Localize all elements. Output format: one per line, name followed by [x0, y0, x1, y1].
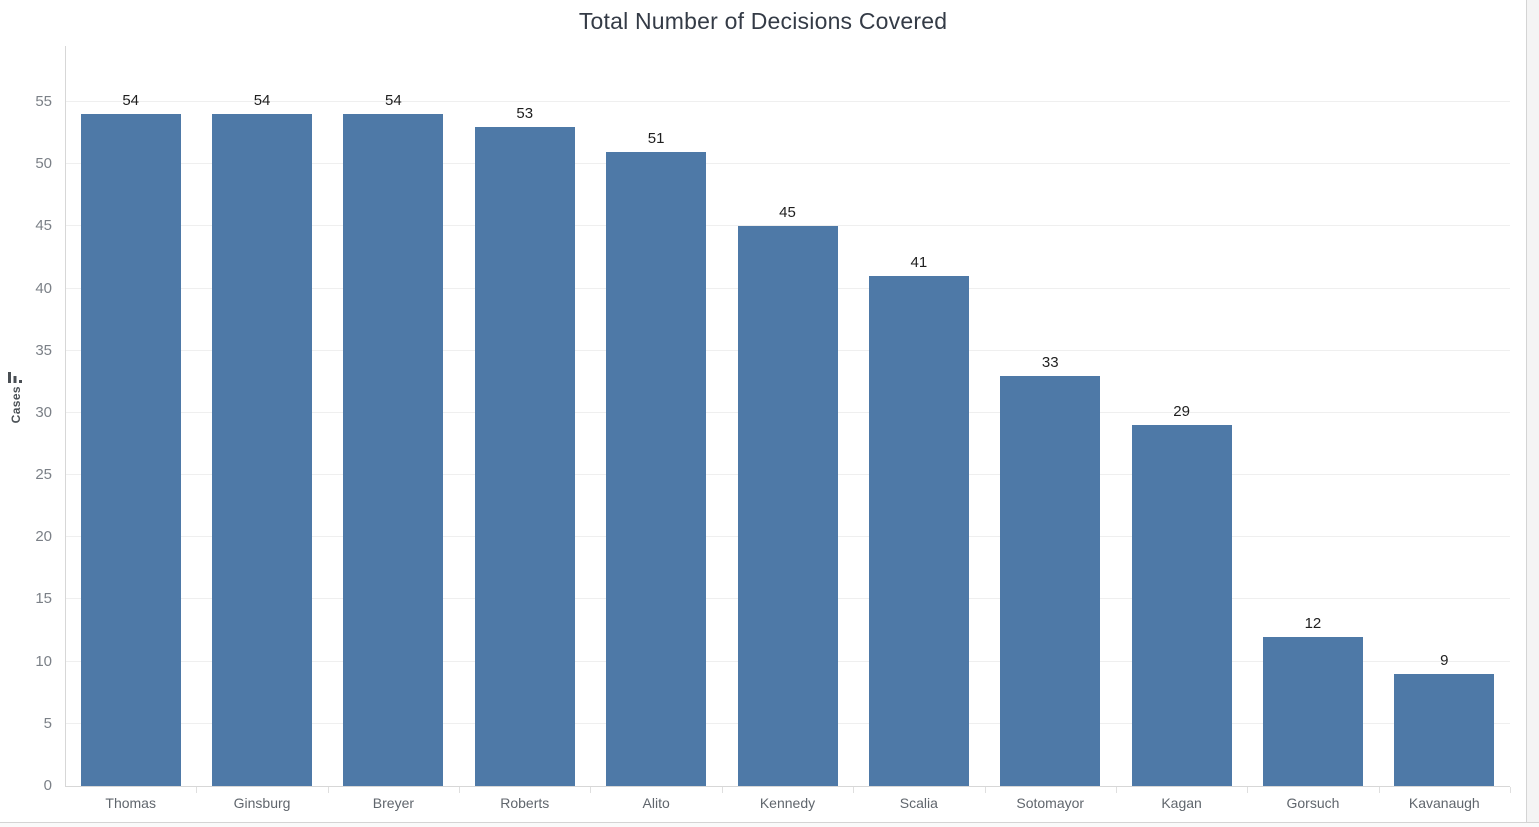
y-tick-label-20: 20 — [35, 528, 52, 546]
worksheet-bottom-border — [0, 822, 1539, 823]
bar-value-label-sotomayor: 33 — [1041, 353, 1059, 371]
x-axis-line — [65, 786, 1510, 787]
x-axis-ticks — [65, 787, 1511, 794]
x-category-label-breyer: Breyer — [372, 795, 415, 811]
gridline-45 — [65, 225, 1510, 227]
y-axis-tick-labels: 0 5 10 15 20 25 30 35 40 45 50 55 — [0, 46, 52, 794]
x-axis-tick-7 — [984, 787, 986, 793]
bar-roberts[interactable] — [474, 126, 575, 786]
plot-area: 54 54 54 53 51 45 41 33 29 12 9 — [65, 46, 1510, 786]
bar-alito[interactable] — [606, 151, 707, 786]
x-axis-labels: Thomas Ginsburg Breyer Roberts Alito Kennedy S… — [65, 794, 1510, 816]
bar-value-label-breyer: 54 — [385, 92, 402, 110]
y-axis-line — [65, 46, 66, 787]
x-category-label-sotomayor: Sotomayor — [1016, 795, 1085, 811]
y-axis-title-group: Cases — [8, 372, 23, 423]
bar-breyer[interactable] — [343, 114, 444, 786]
y-tick-label-30: 30 — [35, 403, 52, 421]
y-tick-label-25: 25 — [35, 466, 52, 484]
bar-kennedy[interactable] — [737, 226, 838, 786]
x-category-label-scalia: Scalia — [899, 795, 938, 811]
gridline-50 — [65, 163, 1510, 165]
y-tick-label-40: 40 — [35, 279, 52, 297]
y-tick-label-5: 5 — [43, 714, 52, 732]
x-category-label-alito: Alito — [642, 795, 670, 811]
bar-sotomayor[interactable] — [1000, 375, 1101, 786]
bar-kavanaugh[interactable] — [1394, 674, 1495, 786]
x-axis-tick-1 — [196, 787, 198, 793]
bar-value-label-alito: 51 — [647, 129, 665, 147]
bar-gorsuch[interactable] — [1262, 636, 1363, 786]
x-category-label-thomas: Thomas — [105, 795, 156, 811]
bar-value-label-thomas: 54 — [122, 92, 140, 110]
x-axis-tick-10 — [1378, 787, 1380, 793]
y-tick-label-10: 10 — [35, 652, 52, 670]
worksheet-bottom-margin — [0, 823, 1539, 827]
bar-value-label-roberts: 53 — [516, 104, 534, 122]
bar-ginsburg[interactable] — [212, 114, 313, 786]
x-axis-tick-6 — [853, 787, 855, 793]
bar-value-label-kavanaugh: 9 — [1440, 652, 1449, 670]
x-axis-tick-5 — [721, 787, 723, 793]
x-category-label-kagan: Kagan — [1161, 795, 1202, 811]
x-category-label-roberts: Roberts — [500, 795, 550, 811]
chart-title: Total Number of Decisions Covered — [578, 8, 948, 34]
bar-value-label-gorsuch: 12 — [1304, 614, 1322, 632]
worksheet-right-margin — [1527, 0, 1539, 823]
x-axis-tick-4 — [590, 787, 592, 793]
worksheet-right-border — [1526, 0, 1527, 823]
bar-value-label-ginsburg: 54 — [253, 92, 271, 110]
x-category-label-kennedy: Kennedy — [759, 795, 816, 811]
y-tick-label-0: 0 — [43, 777, 52, 794]
x-axis-tick-9 — [1247, 787, 1249, 793]
y-tick-label-35: 35 — [35, 341, 52, 359]
y-tick-label-50: 50 — [35, 155, 52, 173]
y-tick-label-45: 45 — [35, 217, 52, 235]
x-category-label-ginsburg: Ginsburg — [233, 795, 291, 811]
bar-value-label-kagan: 29 — [1173, 403, 1190, 421]
bar-value-label-kennedy: 45 — [779, 204, 796, 222]
bar-value-label-scalia: 41 — [910, 254, 928, 272]
y-tick-label-55: 55 — [35, 92, 52, 110]
x-axis-tick-3 — [459, 787, 461, 793]
y-tick-label-15: 15 — [35, 590, 52, 608]
gridline-55 — [65, 100, 1510, 102]
x-axis-tick-2 — [327, 787, 329, 793]
x-axis-tick-11 — [1510, 787, 1511, 793]
bar-thomas[interactable] — [80, 114, 181, 786]
bar-scalia[interactable] — [868, 276, 969, 786]
x-category-label-gorsuch: Gorsuch — [1286, 795, 1340, 811]
bar-kagan[interactable] — [1131, 425, 1232, 786]
sort-descending-icon[interactable] — [8, 372, 23, 383]
x-axis-tick-8 — [1115, 787, 1117, 793]
x-category-label-kavanaugh: Kavanaugh — [1408, 795, 1480, 811]
